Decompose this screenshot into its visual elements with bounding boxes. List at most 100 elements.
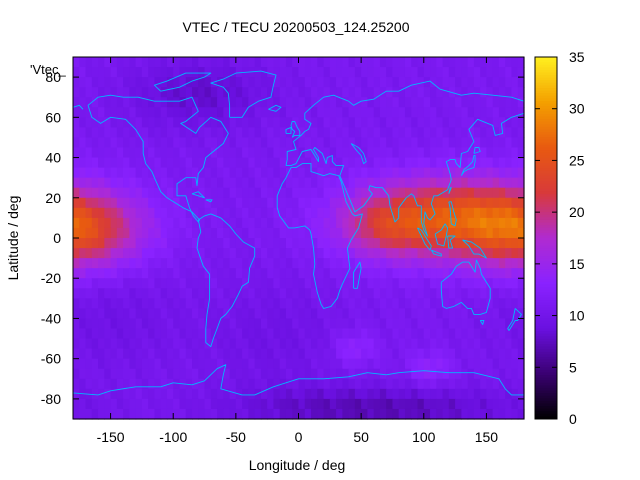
heatmap-cell [342,127,350,139]
heatmap-cell [173,408,181,420]
heatmap-cell [273,107,281,118]
heatmap-cell [404,378,412,390]
heatmap-cell [154,187,162,199]
heatmap-cell [229,338,237,350]
heatmap-cell [436,238,444,249]
heatmap-cell [85,177,93,189]
heatmap-cell [480,378,488,390]
heatmap-cell [160,288,168,299]
heatmap-cell [279,187,287,199]
heatmap-cell [204,278,212,289]
heatmap-cell [492,318,500,330]
heatmap-cell [292,217,300,229]
heatmap-cell [354,57,362,68]
heatmap-cell [373,167,381,179]
heatmap-cell [110,258,118,269]
heatmap-cell [329,368,337,380]
heatmap-cell [511,177,519,189]
heatmap-cell [336,87,343,98]
heatmap-cell [79,77,87,88]
heatmap-cell [354,318,362,330]
heatmap-cell [342,167,350,179]
heatmap-cell [492,288,500,299]
heatmap-cell [461,278,469,289]
heatmap-cell [98,328,105,340]
heatmap-cell [492,137,500,149]
heatmap-cell [423,157,431,169]
heatmap-cell [248,318,256,330]
heatmap-cell [104,167,112,179]
heatmap-cell [254,338,262,350]
heatmap-cell [480,107,488,118]
heatmap-cell [442,137,450,149]
heatmap-cell [361,408,368,420]
heatmap-cell [373,107,381,118]
heatmap-cell [73,318,80,330]
heatmap-cell [192,238,199,249]
heatmap-cell [361,187,368,199]
coastline [196,213,256,348]
heatmap-cell [467,348,475,360]
heatmap-cell [323,207,331,219]
heatmap-cell [354,298,362,309]
heatmap-cell [492,308,500,320]
heatmap-cell [235,107,243,118]
heatmap-cell [492,408,500,420]
colorbar-segment [535,160,557,164]
heatmap-cell [73,87,80,98]
heatmap-cell [173,288,181,299]
colorbar-segment [535,385,557,389]
heatmap-cell [173,157,181,169]
heatmap-cell [198,318,206,330]
heatmap-cell [104,67,112,78]
heatmap-cell [298,328,306,340]
heatmap-cell [292,67,300,78]
heatmap-cell [417,388,425,400]
heatmap-cell [398,408,406,420]
heatmap-cell [185,117,193,128]
heatmap-cell [217,348,224,360]
heatmap-cell [367,338,375,350]
heatmap-cell [492,388,500,400]
heatmap-cell [505,378,513,390]
heatmap-cell [298,97,306,108]
heatmap-cell [166,328,174,340]
colorbar-segment [535,150,557,154]
heatmap-cell [354,177,362,189]
heatmap-cell [85,288,93,299]
colorbar-segment [535,331,557,335]
heatmap-cell [498,217,506,229]
heatmap-cell [141,388,149,400]
heatmap-cell [85,127,93,139]
heatmap-cell [279,238,287,249]
heatmap-cell [104,187,112,199]
heatmap-cell [242,348,249,360]
heatmap-cell [273,278,281,289]
heatmap-cell [173,117,181,128]
heatmap-cell [135,298,143,309]
colorbar-segment [535,300,557,304]
heatmap-cell [517,167,525,179]
heatmap-cell [417,368,425,380]
heatmap-cell [235,338,243,350]
heatmap-cell [116,207,124,219]
heatmap-cell [423,338,431,350]
heatmap-cell [498,298,506,309]
heatmap-cell [192,308,199,320]
heatmap-cell [279,217,287,229]
heatmap-cell [517,207,525,219]
heatmap-cell [179,177,187,189]
heatmap-cell [480,318,488,330]
heatmap-cell [317,227,325,239]
heatmap-cell [123,318,130,330]
heatmap-cell [373,87,381,98]
heatmap-cell [323,318,331,330]
heatmap-cell [166,167,174,179]
colorbar-segment [535,235,557,239]
heatmap-cell [98,298,105,309]
heatmap-cell [110,378,118,390]
heatmap-cell [91,227,99,239]
heatmap-cell [210,408,218,420]
heatmap-cell [480,358,488,370]
heatmap-cell [254,197,262,209]
